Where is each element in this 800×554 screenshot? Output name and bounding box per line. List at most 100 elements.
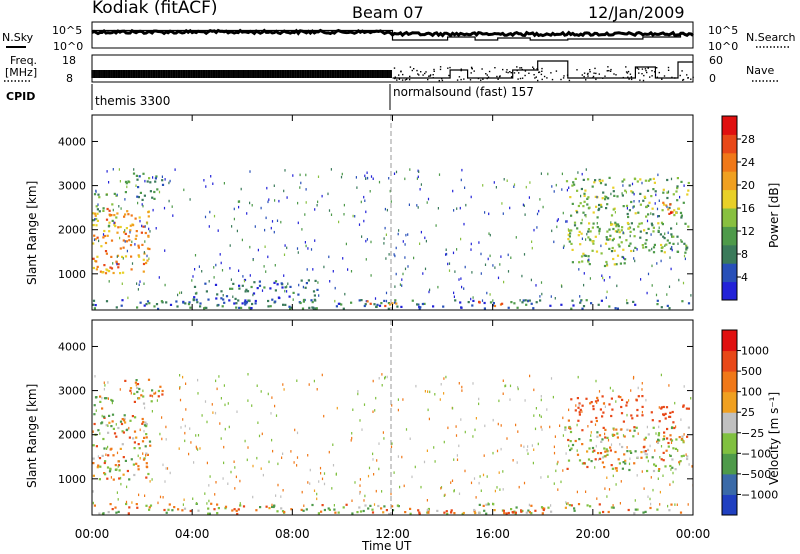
- heat-cell: [300, 181, 302, 185]
- heat-cell: [492, 302, 495, 305]
- heat-cell: [479, 475, 481, 478]
- nave-series: [392, 60, 693, 79]
- heat-cell: [153, 392, 156, 395]
- heat-cell: [93, 307, 96, 310]
- heat-cell: [657, 469, 660, 472]
- heat-cell: [96, 255, 99, 258]
- heat-cell: [650, 476, 652, 479]
- nave-point: [498, 75, 501, 78]
- heat-cell: [631, 182, 634, 186]
- heat-cell: [361, 235, 363, 238]
- colorbar-tick-label: 500: [741, 365, 762, 378]
- heat-cell: [573, 509, 576, 512]
- heat-cell: [494, 266, 496, 269]
- heat-cell: [373, 303, 376, 306]
- heat-cell: [650, 502, 652, 506]
- heat-cell: [637, 386, 639, 390]
- heat-cell: [587, 458, 591, 461]
- heat-cell: [297, 293, 300, 296]
- heat-cell: [658, 468, 661, 471]
- heat-cell: [305, 244, 307, 248]
- heat-cell: [260, 467, 262, 470]
- heat-cell: [195, 298, 198, 301]
- heat-cell: [650, 233, 652, 236]
- heat-cell: [483, 307, 486, 310]
- heat-cell: [117, 460, 120, 463]
- heat-cell: [576, 397, 579, 400]
- heat-cell: [535, 284, 537, 287]
- heat-cell: [282, 489, 284, 492]
- heat-cell: [107, 397, 109, 400]
- heat-cell: [103, 229, 106, 233]
- heat-cell: [521, 301, 524, 304]
- heat-cell: [527, 452, 529, 455]
- heat-cell: [108, 209, 111, 212]
- heat-cell: [579, 408, 582, 411]
- heat-cell: [601, 438, 604, 441]
- heat-cell: [404, 256, 406, 259]
- nave-point: [482, 78, 484, 80]
- heat-cell: [465, 203, 467, 207]
- heat-cell: [646, 219, 649, 223]
- heat-cell: [223, 384, 225, 387]
- heat-cell: [387, 307, 390, 310]
- nave-point: [480, 79, 482, 81]
- heat-cell: [651, 284, 653, 287]
- heat-cell: [612, 186, 615, 189]
- heat-cell: [125, 428, 128, 432]
- heat-cell: [169, 471, 171, 475]
- heat-cell: [634, 212, 637, 215]
- heat-cell: [138, 175, 141, 178]
- nave-point: [555, 70, 558, 72]
- heat-cell: [394, 254, 396, 258]
- heat-cell: [437, 285, 439, 289]
- heat-cell: [383, 299, 386, 302]
- nave-point: [637, 68, 640, 70]
- heat-cell: [632, 377, 635, 380]
- heat-cell: [644, 436, 647, 439]
- colorbar-swatch: [722, 330, 737, 352]
- heat-cell: [579, 243, 582, 246]
- heat-cell: [183, 507, 187, 510]
- heat-cell: [204, 492, 206, 495]
- heat-cell: [273, 230, 275, 234]
- heat-cell: [92, 257, 95, 260]
- heat-cell: [267, 299, 270, 303]
- heat-cell: [512, 459, 514, 462]
- heat-cell: [179, 374, 181, 377]
- heat-cell: [409, 507, 412, 510]
- colorbar-swatch: [722, 412, 737, 434]
- heat-cell: [244, 303, 247, 306]
- heat-cell: [296, 464, 298, 467]
- heat-cell: [130, 392, 132, 395]
- heat-cell: [643, 229, 646, 232]
- heat-cell: [608, 228, 611, 231]
- nave-point: [429, 75, 431, 77]
- colorbar-tick-label: 16: [741, 202, 755, 215]
- heat-cell: [96, 208, 99, 211]
- heat-cell: [136, 178, 139, 181]
- heat-cell: [643, 450, 646, 453]
- nave-point: [630, 76, 633, 78]
- heat-cell: [311, 301, 314, 304]
- nave-point: [541, 70, 543, 72]
- heat-cell: [157, 395, 160, 398]
- heat-cell: [617, 228, 620, 231]
- heat-cell: [513, 510, 516, 513]
- heat-cell: [127, 296, 129, 300]
- heat-cell: [134, 243, 136, 246]
- nave-point: [560, 78, 562, 81]
- heat-cell: [540, 281, 543, 284]
- heat-cell: [146, 466, 149, 469]
- heat-cell: [642, 246, 645, 249]
- colorbar-swatch: [722, 281, 737, 301]
- heat-cell: [359, 510, 363, 513]
- heat-cell: [612, 208, 615, 211]
- heat-cell: [663, 251, 666, 254]
- heat-cell: [429, 288, 431, 292]
- nsearch-tick-top: 10^5: [708, 24, 738, 37]
- heat-cell: [605, 448, 608, 451]
- nave-label: Nave: [746, 64, 774, 77]
- heat-cell: [659, 456, 661, 459]
